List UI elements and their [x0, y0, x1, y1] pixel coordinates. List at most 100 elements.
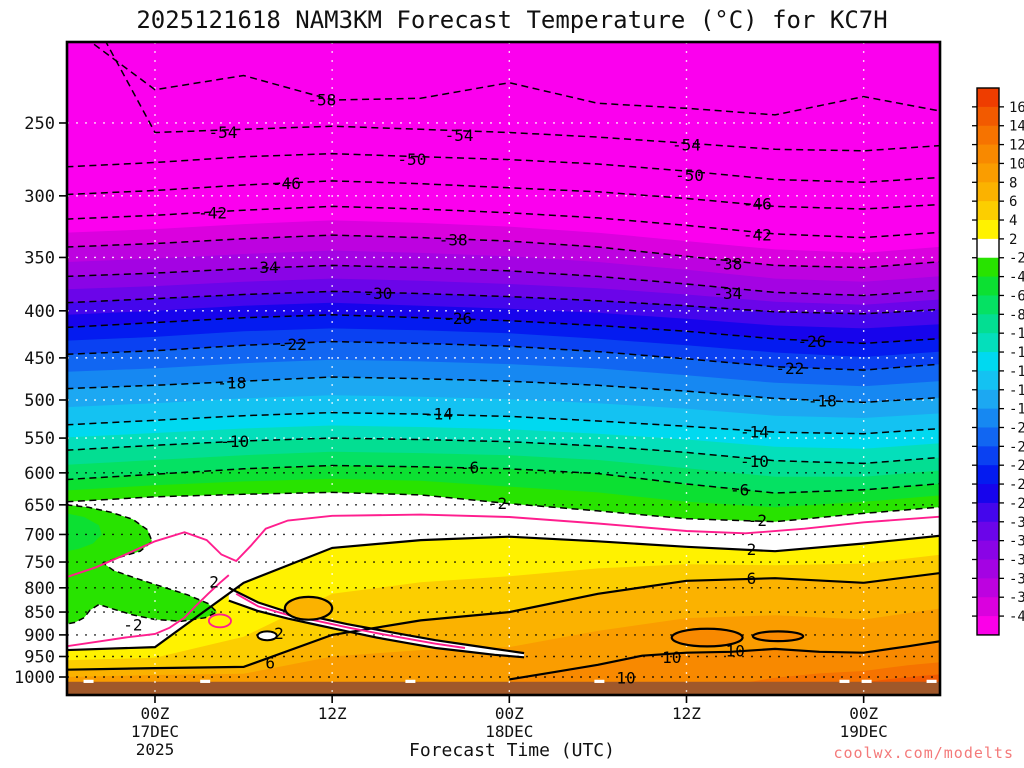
contour-label: -10 — [740, 452, 769, 471]
colorbar-segment — [977, 578, 999, 598]
isotherm-line-dashed — [67, 234, 940, 269]
colorbar-segment — [977, 616, 999, 636]
y-axis-tick-label: 800 — [24, 579, 55, 599]
colorbar-label: -6 — [1009, 288, 1024, 304]
isotherm-line-dashed — [67, 314, 940, 345]
watermark: coolwx.com/modelts — [833, 744, 1014, 762]
colorbar-segment — [977, 559, 999, 579]
contour-label: 10 — [662, 648, 681, 667]
isotherm-line-dashed — [67, 180, 940, 210]
ground-notch — [83, 679, 94, 683]
x-axis-title: Forecast Time (UTC) — [409, 740, 615, 761]
isotherm-line-dashed — [67, 376, 940, 404]
ground-strip — [67, 681, 940, 695]
y-axis-tick-label: 1000 — [14, 668, 55, 688]
contour-label: 6 — [747, 569, 757, 588]
isotherm-line-solid — [228, 599, 525, 659]
freezing-line — [235, 592, 466, 649]
y-axis-tick-label: 250 — [24, 114, 55, 134]
contour-label: 10 — [616, 669, 635, 688]
y-axis-tick-label: 950 — [24, 648, 55, 668]
contour-label: -2 — [123, 616, 142, 635]
x-axis-tick-label: 12Z — [318, 704, 347, 723]
contour-label: 2 — [747, 540, 757, 559]
contour-label: -18 — [217, 373, 246, 392]
colorbar-label: -26 — [1009, 477, 1024, 493]
ground-notch — [405, 679, 416, 683]
isotherm-line-dashed — [67, 437, 940, 465]
contour-label: -54 — [445, 126, 474, 145]
isotherm-line-dashed — [67, 491, 940, 523]
colorbar-segment — [977, 446, 999, 466]
y-axis-tick-label: 700 — [24, 525, 55, 545]
colorbar-segment — [977, 201, 999, 221]
contour-label: -30 — [363, 284, 392, 303]
colorbar-segment — [977, 276, 999, 296]
y-axis-tick-label: 500 — [24, 391, 55, 411]
colorbar-border — [976, 87, 1000, 636]
colorbar-segment — [977, 314, 999, 334]
colorbar-label: -14 — [1009, 364, 1024, 380]
y-axis-tick-label: 650 — [24, 496, 55, 516]
colorbar-segment — [977, 465, 999, 485]
colorbar-label: 10 — [1009, 156, 1024, 172]
colorbar-label: -40 — [1009, 609, 1024, 625]
contour-label: -22 — [775, 359, 804, 378]
colorbar-label: -16 — [1009, 383, 1024, 399]
colorbar-segment — [977, 88, 999, 108]
plot-border — [65, 40, 942, 697]
y-axis-tick-label: 550 — [24, 429, 55, 449]
colorbar-label: 8 — [1009, 175, 1017, 191]
contour-label: -58 — [307, 90, 336, 109]
colorbar-segment — [977, 540, 999, 560]
colorbar-segment — [977, 238, 999, 259]
colorbar-segment — [977, 427, 999, 447]
colorbar-segment — [977, 182, 999, 202]
colorbar-label: 6 — [1009, 194, 1017, 210]
colorbar-label: -36 — [1009, 571, 1024, 587]
colorbar-label: -2 — [1009, 251, 1024, 267]
colorbar-segment — [977, 502, 999, 523]
warm-nose-fold — [228, 587, 525, 658]
freezing-oval — [207, 613, 232, 629]
isotherm-line-solid — [67, 534, 940, 652]
x-axis-tick-label: 19DEC — [840, 722, 888, 741]
contour-label: 2 — [209, 572, 219, 591]
colorbar-label: 4 — [1009, 213, 1017, 229]
colorbar-segment — [977, 370, 999, 391]
colorbar-label: 16 — [1009, 100, 1024, 116]
x-axis-tick-label: 00Z — [495, 704, 524, 723]
isotherm-line-dashed — [67, 264, 940, 297]
colorbar-label: -38 — [1009, 590, 1024, 606]
contour-label: -38 — [439, 230, 468, 249]
isotherm-line-dashed — [67, 340, 940, 371]
colorbar-label: -18 — [1009, 402, 1024, 418]
warm-10-oval — [670, 627, 744, 648]
colorbar-segment — [977, 144, 999, 164]
colorbar-label: -20 — [1009, 420, 1024, 436]
isotherm-line-solid — [228, 586, 525, 655]
colorbar-segment — [977, 295, 999, 315]
contour-label: 2 — [274, 624, 284, 643]
contour-label: -2 — [488, 494, 507, 513]
warm-2-oval — [256, 630, 278, 642]
colorbar-segment — [977, 597, 999, 617]
contour-label: -6 — [730, 480, 749, 499]
isotherm-line-dashed — [67, 290, 940, 315]
colorbar-segment — [977, 125, 999, 146]
isotherm-line-dashed — [67, 411, 940, 435]
contour-label: -42 — [743, 226, 772, 245]
isotherm-line-solid — [67, 571, 940, 671]
colorbar-segment — [977, 408, 999, 428]
colorbar-label: -34 — [1009, 553, 1024, 569]
contour-label: -10 — [220, 432, 249, 451]
contour-label: -26 — [443, 309, 472, 328]
colorbar-label: -24 — [1009, 458, 1024, 474]
contour-label: -46 — [272, 174, 301, 193]
freezing-line — [67, 574, 230, 648]
contour-label: -6 — [460, 458, 479, 477]
colorbar-label: 12 — [1009, 138, 1024, 154]
colorbar-label: -4 — [1009, 270, 1024, 286]
